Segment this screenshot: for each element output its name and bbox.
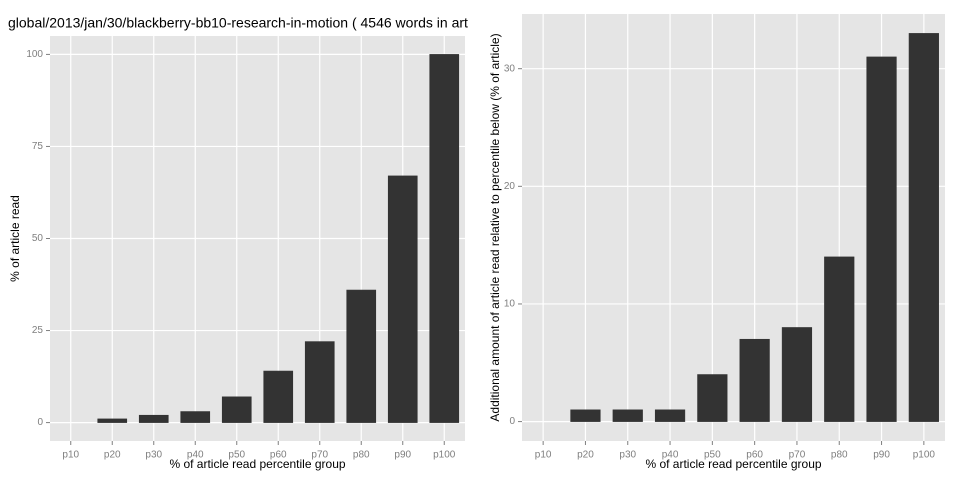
- y-tick-label: 0: [37, 417, 43, 428]
- y-tick-label: 75: [32, 141, 44, 152]
- x-tick-label: p100: [913, 450, 936, 461]
- bar: [697, 374, 728, 422]
- x-tick-label: p100: [433, 450, 456, 461]
- y-tick-label: 10: [504, 299, 516, 310]
- bar: [180, 411, 211, 423]
- bar: [97, 418, 128, 423]
- x-tick-label: p50: [228, 450, 245, 461]
- bar: [654, 409, 686, 422]
- bar: [781, 327, 813, 422]
- x-tick-label: p80: [831, 450, 848, 461]
- bar: [739, 338, 770, 422]
- x-tick-label: p70: [789, 450, 806, 461]
- x-tick-label: p40: [662, 450, 679, 461]
- x-tick-label: p40: [187, 450, 204, 461]
- x-tick-label: p80: [353, 450, 370, 461]
- y-tick-label: 100: [26, 49, 43, 60]
- bar: [263, 370, 294, 423]
- bar: [387, 175, 418, 423]
- chart-title: global/2013/jan/30/blackberry-bb10-resea…: [8, 15, 468, 31]
- x-tick-label: p50: [704, 450, 721, 461]
- bar: [429, 54, 460, 423]
- bar: [304, 341, 335, 423]
- bar: [138, 414, 169, 423]
- y-tick-label: 30: [504, 63, 516, 74]
- x-tick-label: p70: [311, 450, 328, 461]
- bar: [866, 56, 897, 422]
- x-tick-label: p30: [145, 450, 162, 461]
- x-tick-label: p90: [873, 450, 890, 461]
- x-tick-label: p30: [619, 450, 636, 461]
- bar: [612, 409, 643, 422]
- bar: [221, 396, 252, 423]
- y-tick-label: 25: [32, 325, 44, 336]
- bar: [346, 289, 377, 423]
- x-tick-label: p10: [62, 450, 79, 461]
- y-tick-label: 20: [504, 181, 516, 192]
- x-tick-label: p90: [394, 450, 411, 461]
- x-tick-label: p10: [535, 450, 552, 461]
- x-tick-label: p20: [577, 450, 594, 461]
- x-tick-label: p60: [746, 450, 763, 461]
- bar: [570, 409, 601, 422]
- y-tick-label: 0: [509, 416, 515, 427]
- bar: [824, 256, 855, 422]
- x-tick-label: p20: [104, 450, 121, 461]
- bar: [908, 33, 939, 422]
- y-axis-title: Additional amount of article read relati…: [488, 33, 502, 421]
- x-axis-title: % of article read percentile group: [645, 457, 821, 471]
- y-axis-title: % of article read: [8, 195, 22, 282]
- y-tick-label: 50: [32, 233, 44, 244]
- x-axis-title: % of article read percentile group: [169, 457, 345, 471]
- x-tick-label: p60: [270, 450, 287, 461]
